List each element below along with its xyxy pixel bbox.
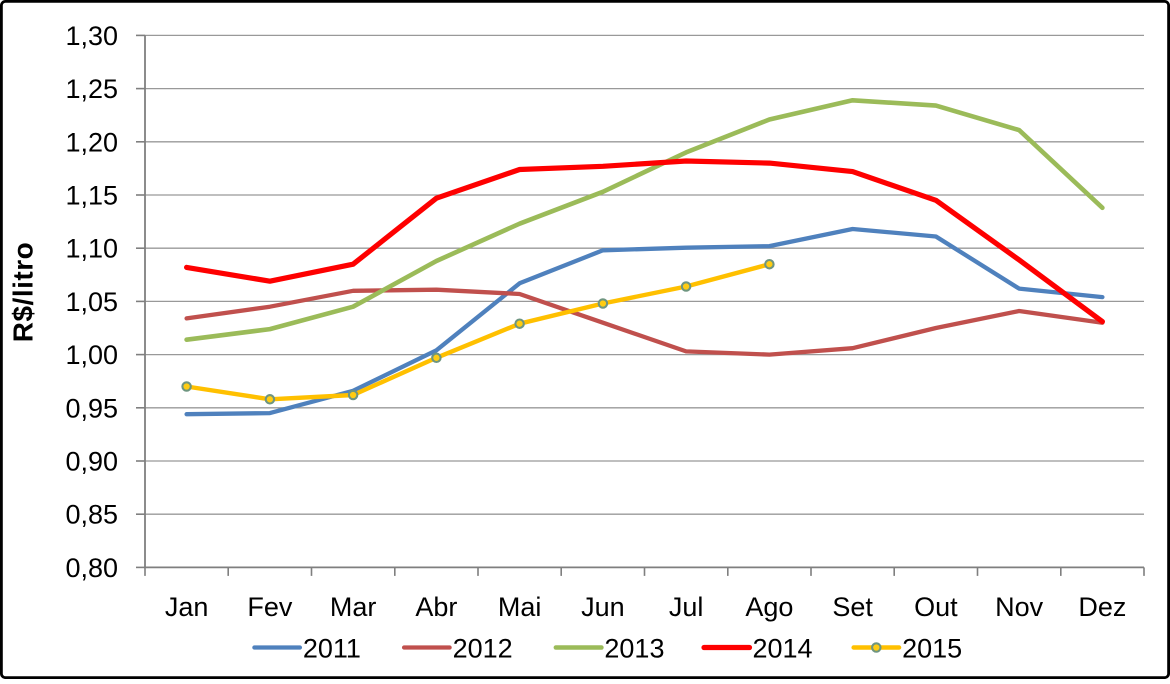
svg-text:0,85: 0,85: [65, 500, 118, 530]
svg-text:1,20: 1,20: [65, 127, 118, 157]
svg-text:Set: Set: [832, 592, 873, 622]
svg-text:1,30: 1,30: [65, 21, 118, 51]
svg-text:2014: 2014: [753, 633, 813, 663]
svg-text:1,10: 1,10: [65, 234, 118, 264]
svg-text:2015: 2015: [902, 633, 962, 663]
svg-text:1,00: 1,00: [65, 340, 118, 370]
svg-text:2011: 2011: [303, 633, 361, 663]
svg-text:Jan: Jan: [165, 592, 209, 622]
svg-text:R$/litro: R$/litro: [8, 242, 39, 342]
svg-text:2013: 2013: [604, 633, 664, 663]
svg-text:Out: Out: [914, 592, 958, 622]
svg-text:Dez: Dez: [1078, 592, 1126, 622]
svg-text:2012: 2012: [453, 633, 513, 663]
svg-text:1,25: 1,25: [65, 74, 118, 104]
svg-text:Nov: Nov: [995, 592, 1044, 622]
svg-text:0,95: 0,95: [65, 393, 118, 423]
svg-text:1,15: 1,15: [65, 181, 118, 211]
svg-text:Abr: Abr: [415, 592, 457, 622]
svg-text:Jul: Jul: [669, 592, 704, 622]
svg-text:Mai: Mai: [498, 592, 542, 622]
svg-text:0,80: 0,80: [65, 553, 118, 583]
svg-text:Mar: Mar: [330, 592, 377, 622]
svg-text:0,90: 0,90: [65, 447, 118, 477]
svg-text:Fev: Fev: [247, 592, 293, 622]
svg-text:1,05: 1,05: [65, 287, 118, 317]
svg-text:Jun: Jun: [581, 592, 625, 622]
svg-text:Ago: Ago: [745, 592, 793, 622]
